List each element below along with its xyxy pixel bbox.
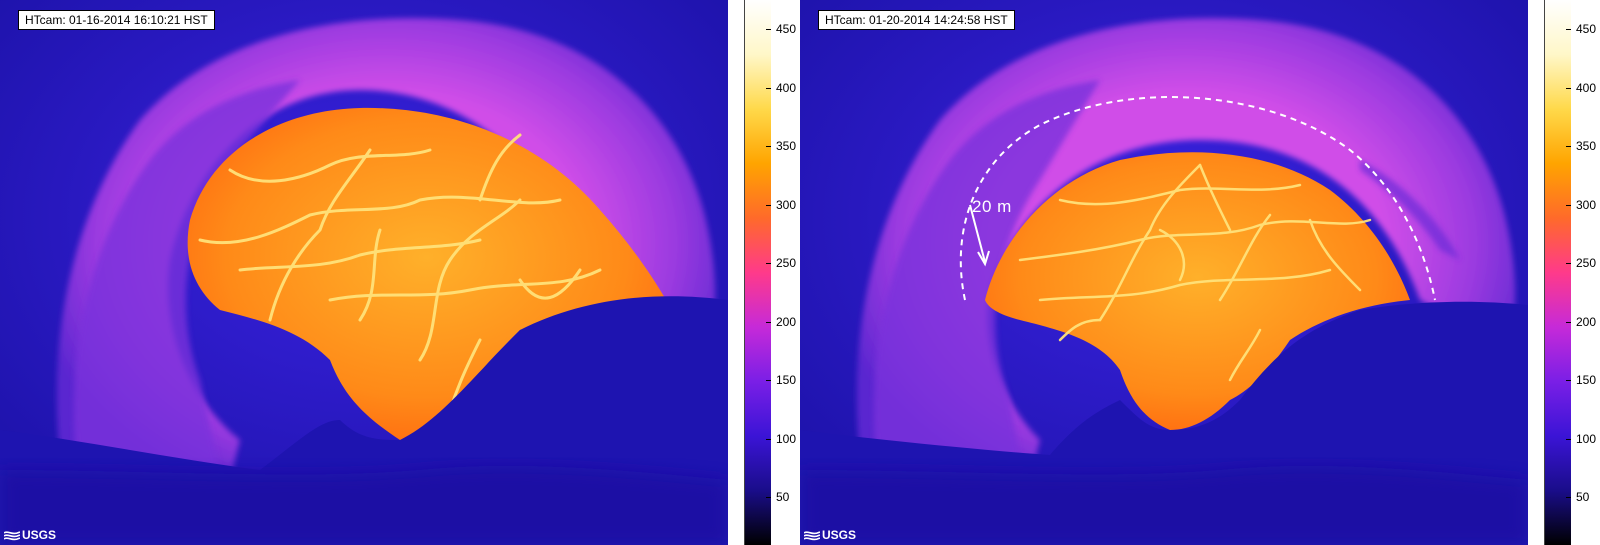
colorbar-tick-mark — [766, 497, 771, 498]
colorbar-tick-mark — [766, 321, 771, 323]
thermal-image-panel-left: HTcam: 01-16-2014 16:10:21 HST USGS 50 10… — [0, 0, 800, 545]
colorbar-tick-label: 450 — [1576, 22, 1597, 36]
usgs-logo: USGS — [4, 528, 56, 542]
colorbar-tick-label: 100 — [1576, 431, 1597, 446]
colorbar-tick-mark — [766, 146, 771, 147]
colorbar-tick-mark — [766, 87, 771, 89]
colorbar-tick-mark — [1566, 204, 1571, 206]
colorbar-tick-mark — [1566, 321, 1571, 323]
colorbar-tick-mark — [766, 29, 771, 30]
colorbar-tick-label: 300 — [1576, 197, 1597, 212]
temperature-colorbar-right: 50 100 150 200 250 300 350 400 450 — [1544, 0, 1600, 545]
colorbar-tick-mark — [766, 380, 771, 381]
colorbar-tick-mark — [1566, 438, 1571, 440]
colorbar-tick-label: 150 — [776, 373, 797, 387]
usgs-logo-icon — [804, 530, 820, 540]
temperature-colorbar-left: 50 100 150 200 250 300 350 400 450 — [744, 0, 800, 545]
colorbar-tick-mark — [1566, 29, 1571, 30]
usgs-logo-text: USGS — [22, 528, 57, 542]
colorbar-ticks: 50 100 150 200 250 300 350 400 450 — [744, 0, 800, 545]
colorbar-tick-label: 450 — [776, 22, 797, 36]
distance-annotation: 20 m — [972, 197, 1012, 216]
usgs-logo-icon — [4, 530, 20, 540]
timestamp-label: HTcam: 01-16-2014 16:10:21 HST — [18, 10, 215, 30]
colorbar-tick-label: 200 — [776, 314, 797, 329]
colorbar-tick-mark — [1566, 497, 1571, 498]
usgs-logo-text: USGS — [822, 528, 857, 542]
former-lake-boundary-line — [959, 96, 1436, 301]
colorbar-tick-label: 200 — [1576, 314, 1597, 329]
colorbar-ticks: 50 100 150 200 250 300 350 400 450 — [1544, 0, 1600, 545]
colorbar-tick-mark — [1566, 87, 1571, 89]
colorbar-tick-label: 350 — [1576, 139, 1597, 153]
colorbar-tick-label: 300 — [776, 197, 797, 212]
colorbar-tick-label: 150 — [1576, 373, 1597, 387]
colorbar-tick-label: 50 — [1576, 490, 1590, 504]
colorbar-tick-label: 400 — [1576, 80, 1597, 95]
timestamp-label: HTcam: 01-20-2014 14:24:58 HST — [818, 10, 1015, 30]
colorbar-gradient — [744, 0, 771, 545]
thermal-image-left — [0, 0, 728, 545]
colorbar-tick-mark — [766, 438, 771, 440]
colorbar-tick-label: 250 — [776, 256, 797, 270]
thermal-image-right — [800, 0, 1528, 545]
colorbar-tick-mark — [1566, 263, 1571, 264]
colorbar-gradient — [1544, 0, 1571, 545]
thermal-image-panel-right: HTcam: 01-20-2014 14:24:58 HST 20 m USGS… — [800, 0, 1600, 545]
colorbar-tick-label: 250 — [1576, 256, 1597, 270]
colorbar-tick-mark — [766, 204, 771, 206]
arrow-icon — [969, 204, 990, 267]
colorbar-tick-mark — [1566, 380, 1571, 381]
colorbar-tick-mark — [1566, 146, 1571, 147]
colorbar-tick-label: 100 — [776, 431, 797, 446]
usgs-logo: USGS — [804, 528, 856, 542]
colorbar-tick-mark — [766, 263, 771, 264]
colorbar-tick-label: 400 — [776, 80, 797, 95]
colorbar-tick-label: 50 — [776, 490, 790, 504]
colorbar-tick-label: 350 — [776, 139, 797, 153]
